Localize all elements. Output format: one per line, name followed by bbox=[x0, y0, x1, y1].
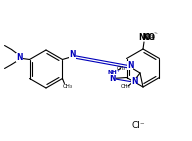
Text: CH₃: CH₃ bbox=[117, 66, 126, 71]
Text: NH⁺: NH⁺ bbox=[107, 70, 120, 75]
Text: ⁻: ⁻ bbox=[155, 33, 158, 38]
Text: Cl⁻: Cl⁻ bbox=[131, 121, 145, 129]
Text: NO: NO bbox=[138, 32, 151, 41]
Text: ⁻: ⁻ bbox=[154, 32, 156, 38]
Text: N: N bbox=[16, 53, 23, 62]
Text: CH₃: CH₃ bbox=[121, 84, 131, 90]
Text: NO: NO bbox=[142, 32, 155, 41]
Text: N: N bbox=[109, 74, 116, 83]
Text: N: N bbox=[69, 50, 76, 59]
Text: ₂: ₂ bbox=[151, 36, 154, 40]
Text: CH₃: CH₃ bbox=[62, 84, 73, 89]
Text: ₂: ₂ bbox=[151, 35, 153, 39]
Text: N: N bbox=[127, 60, 133, 70]
Text: N: N bbox=[131, 78, 137, 86]
